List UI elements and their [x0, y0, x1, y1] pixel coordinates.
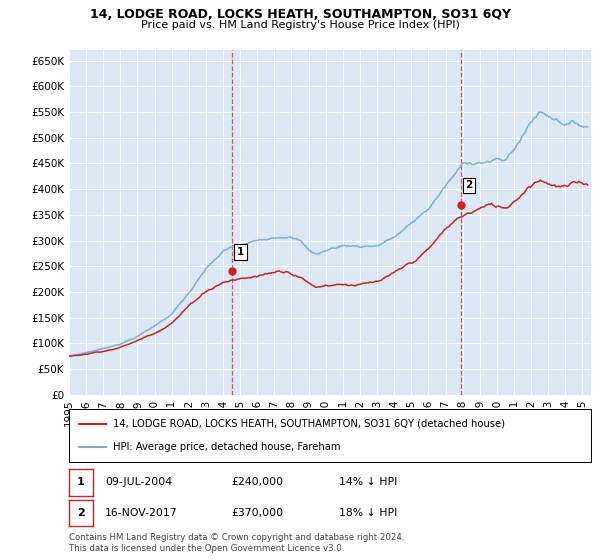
- Text: 18% ↓ HPI: 18% ↓ HPI: [339, 508, 397, 518]
- Text: 1: 1: [77, 477, 85, 487]
- Text: 16-NOV-2017: 16-NOV-2017: [105, 508, 178, 518]
- Text: 2: 2: [466, 180, 473, 190]
- Text: £240,000: £240,000: [231, 477, 283, 487]
- Text: 14, LODGE ROAD, LOCKS HEATH, SOUTHAMPTON, SO31 6QY: 14, LODGE ROAD, LOCKS HEATH, SOUTHAMPTON…: [89, 8, 511, 21]
- Text: HPI: Average price, detached house, Fareham: HPI: Average price, detached house, Fare…: [113, 442, 341, 452]
- Text: 2: 2: [77, 508, 85, 518]
- Text: 1: 1: [237, 247, 244, 257]
- Text: £370,000: £370,000: [231, 508, 283, 518]
- Text: Price paid vs. HM Land Registry's House Price Index (HPI): Price paid vs. HM Land Registry's House …: [140, 20, 460, 30]
- Text: 14, LODGE ROAD, LOCKS HEATH, SOUTHAMPTON, SO31 6QY (detached house): 14, LODGE ROAD, LOCKS HEATH, SOUTHAMPTON…: [113, 419, 505, 429]
- Text: Contains HM Land Registry data © Crown copyright and database right 2024.
This d: Contains HM Land Registry data © Crown c…: [69, 533, 404, 553]
- Text: 09-JUL-2004: 09-JUL-2004: [105, 477, 172, 487]
- Text: 14% ↓ HPI: 14% ↓ HPI: [339, 477, 397, 487]
